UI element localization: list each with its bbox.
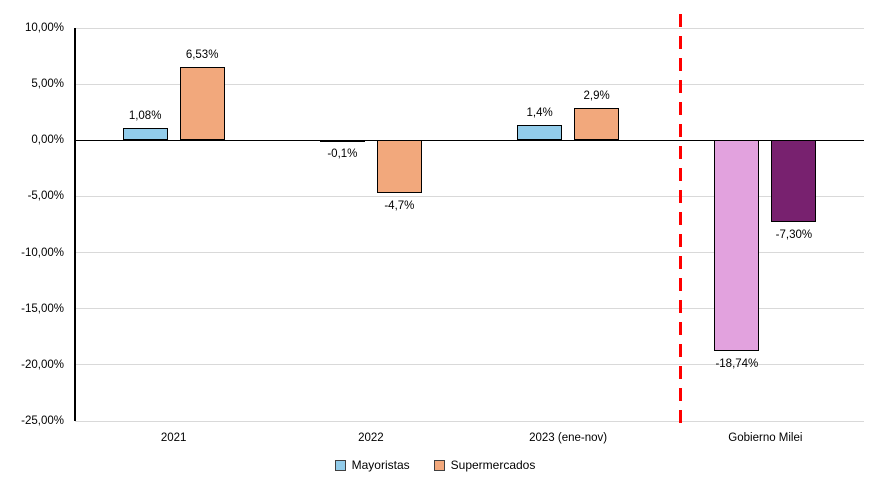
separator-dashed-line xyxy=(679,14,683,429)
gridline xyxy=(75,252,864,254)
x-axis-category-label: Gobierno Milei xyxy=(728,432,803,444)
gridline xyxy=(75,420,864,422)
bar-mayoristas-Gobierno Milei xyxy=(714,140,760,351)
data-label: 1,4% xyxy=(526,106,553,119)
y-axis-tick-label: -15,00% xyxy=(21,302,64,315)
bar-supermercados-2023 (ene-nov) xyxy=(574,107,620,141)
legend-swatch-supermercados-icon xyxy=(433,459,445,471)
gridline xyxy=(75,308,864,310)
gridline xyxy=(75,364,864,366)
y-axis-tick-label: -5,00% xyxy=(27,190,64,203)
data-label: 6,53% xyxy=(185,48,219,61)
legend-item-mayoristas: Mayoristas xyxy=(334,458,410,472)
legend-swatch-mayoristas-icon xyxy=(334,459,346,471)
x-axis-zero-line xyxy=(75,139,864,142)
legend: Mayoristas Supermercados xyxy=(0,458,870,472)
y-axis-tick-label: 0,00% xyxy=(31,134,64,147)
x-axis-category-label: 2022 xyxy=(358,432,384,444)
y-axis-tick-label: -10,00% xyxy=(21,246,64,259)
data-label: 2,9% xyxy=(583,89,610,102)
bar-supermercados-2022 xyxy=(376,140,422,194)
x-axis-category-label: 2023 (ene-nov) xyxy=(529,432,608,444)
legend-label-mayoristas: Mayoristas xyxy=(351,458,410,472)
bar-mayoristas-2021 xyxy=(122,128,168,141)
data-label: -7,30% xyxy=(775,229,813,242)
data-label: -0,1% xyxy=(327,148,358,161)
x-axis-category-label: 2021 xyxy=(160,432,187,444)
legend-label-supermercados: Supermercados xyxy=(450,458,536,472)
data-label: -18,74% xyxy=(715,357,759,370)
bar-supermercados-2021 xyxy=(179,66,225,141)
gridline xyxy=(75,83,864,85)
bar-mayoristas-2023 (ene-nov) xyxy=(517,124,563,141)
legend-item-supermercados: Supermercados xyxy=(433,458,536,472)
data-label: -4,7% xyxy=(384,200,415,213)
y-axis-tick-label: -20,00% xyxy=(21,358,64,371)
y-axis-line xyxy=(74,28,76,421)
y-axis-tick-label: 10,00% xyxy=(24,22,64,34)
gridline xyxy=(75,195,864,197)
gridline xyxy=(75,27,864,29)
y-axis-tick-label: -25,00% xyxy=(21,415,64,427)
bar-supermercados-Gobierno Milei xyxy=(771,140,817,223)
data-label: 1,08% xyxy=(128,110,162,123)
y-axis-tick-label: 5,00% xyxy=(31,78,64,91)
